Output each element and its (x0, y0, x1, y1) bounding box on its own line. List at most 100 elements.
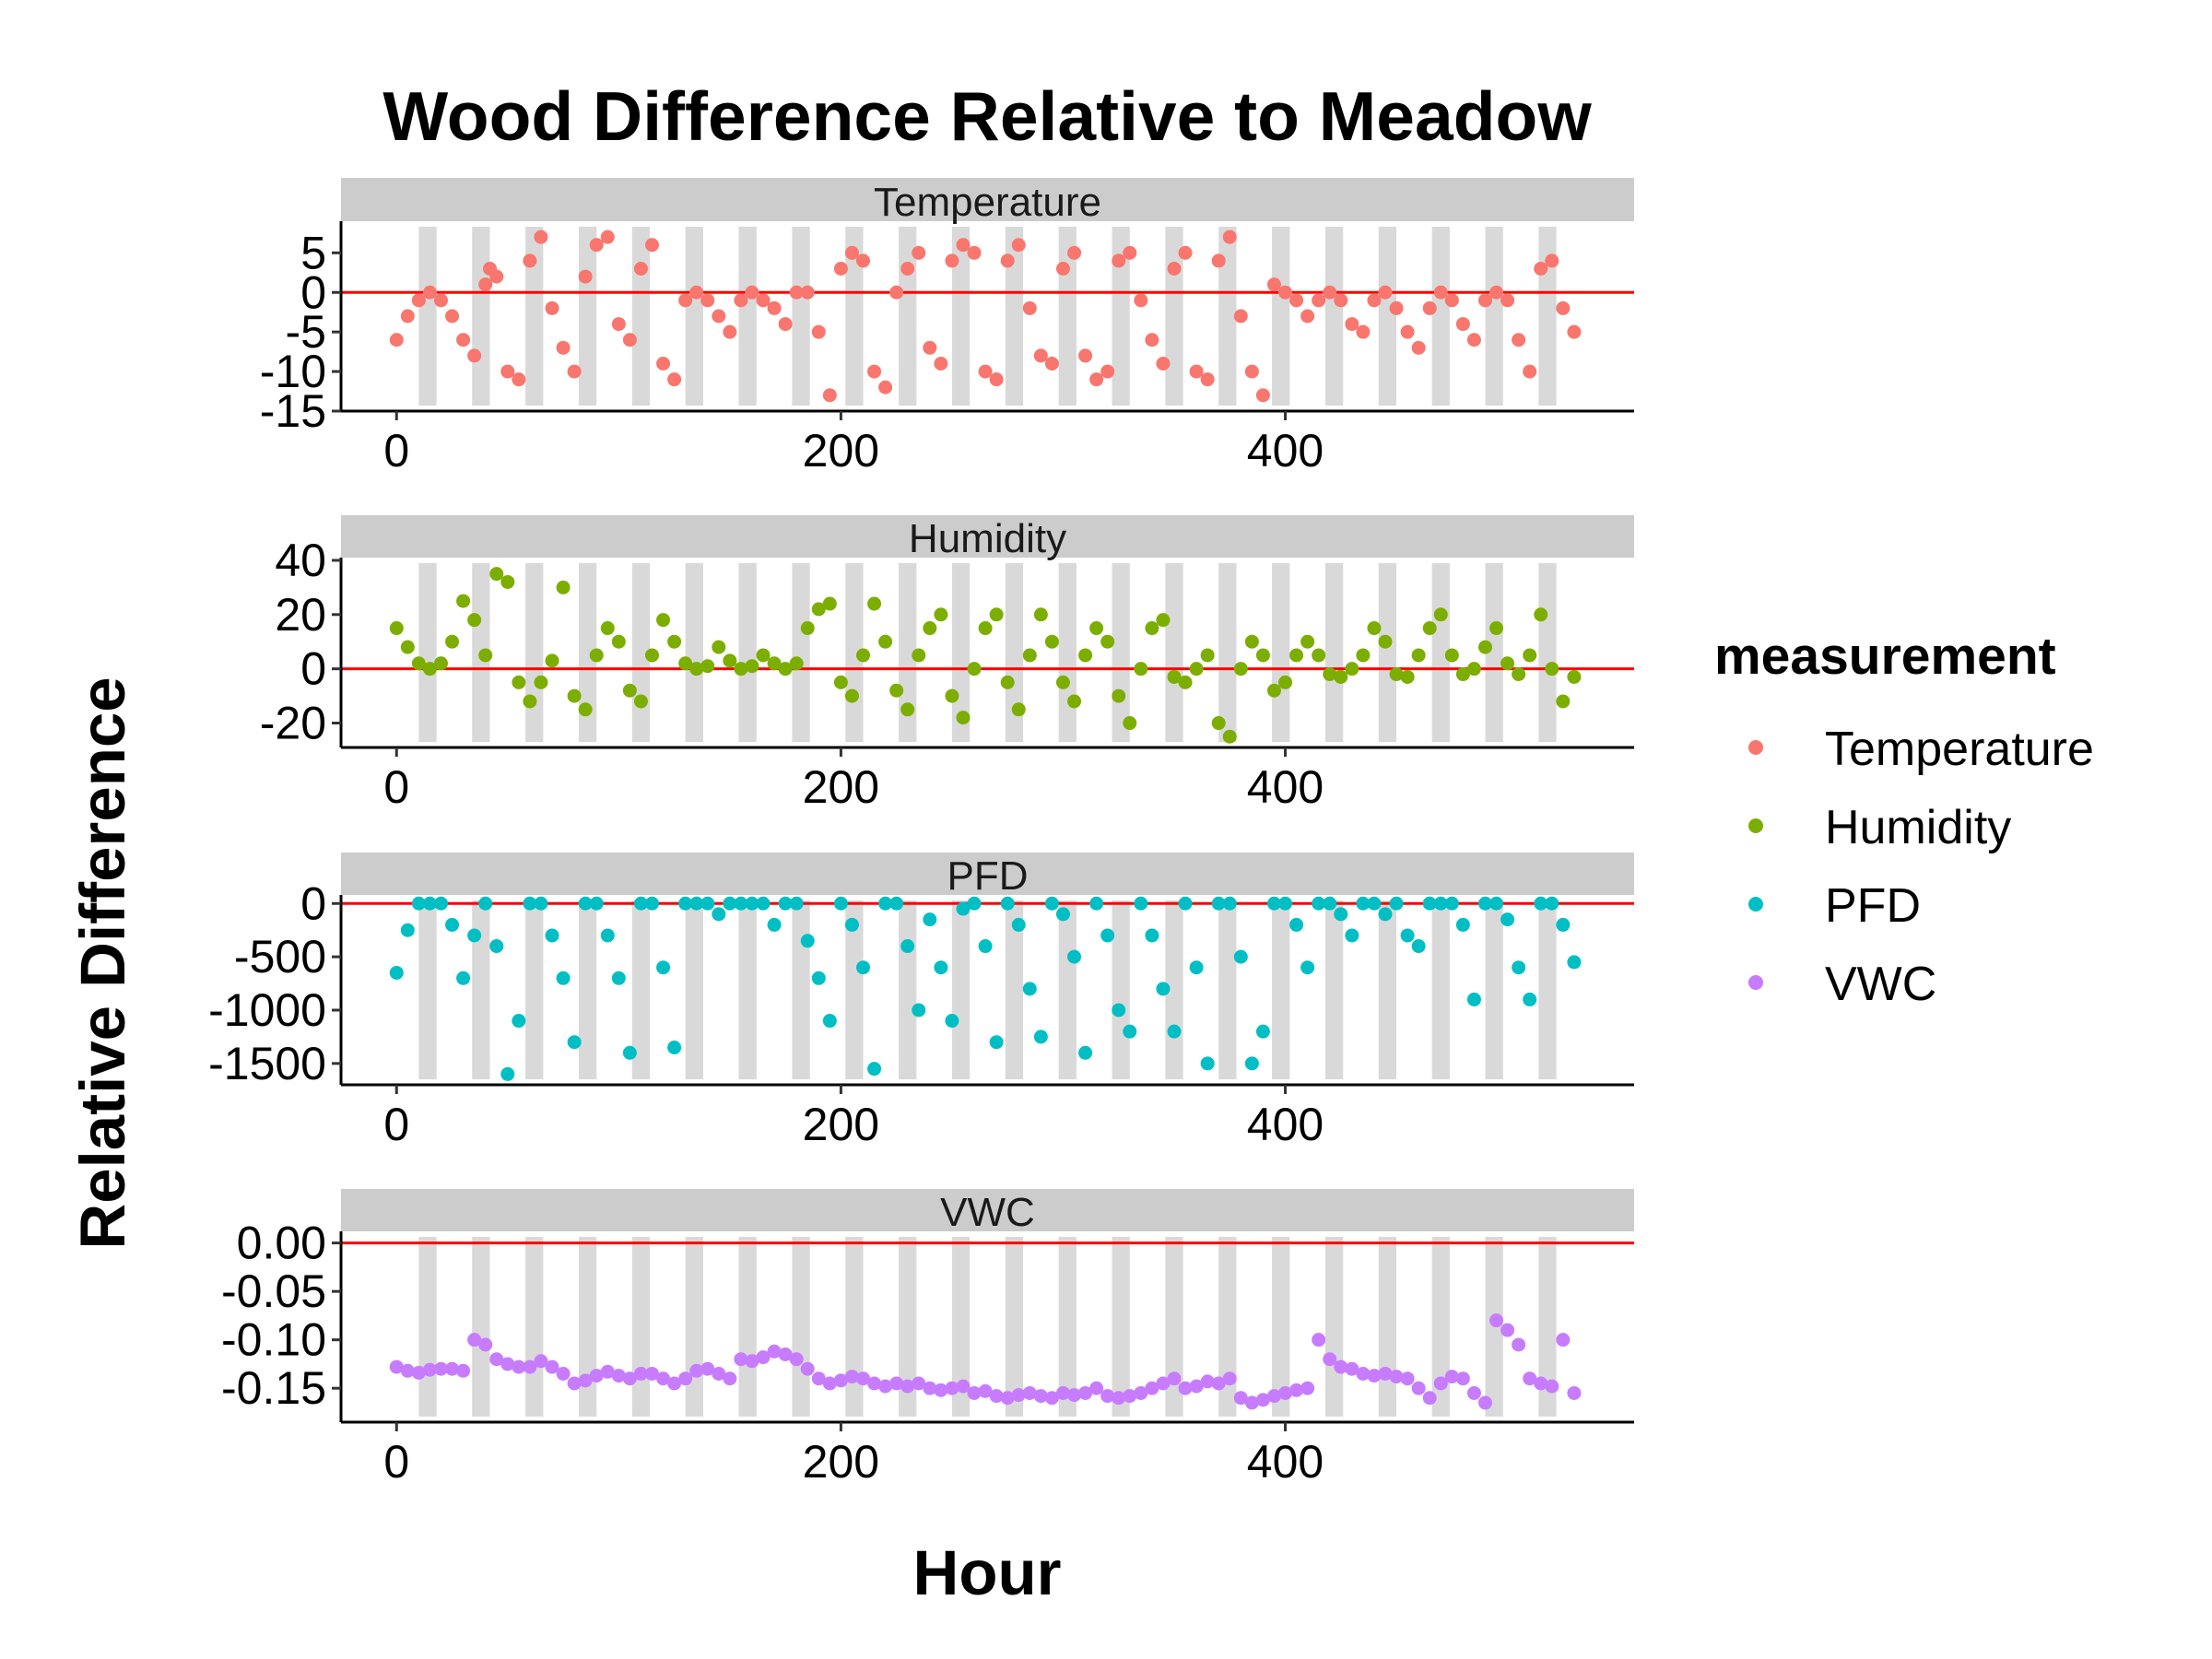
night-band (845, 900, 864, 1079)
data-point (889, 683, 904, 698)
data-point (633, 1366, 648, 1381)
data-point (1167, 1024, 1182, 1039)
data-point (1345, 317, 1359, 332)
data-point (811, 324, 826, 339)
data-point (1323, 1352, 1337, 1367)
data-point (756, 648, 771, 663)
data-point (523, 1359, 537, 1374)
data-point (1378, 1366, 1393, 1381)
y-tick-label: -0.10 (221, 1314, 326, 1366)
data-point (1356, 896, 1371, 911)
data-point (833, 262, 848, 276)
series-temperature (389, 229, 1582, 403)
night-band (1431, 900, 1450, 1079)
data-point (1422, 896, 1437, 911)
data-point (700, 293, 715, 308)
data-point (1411, 939, 1426, 954)
data-point (1033, 1389, 1048, 1404)
data-point (945, 688, 959, 703)
data-point (1466, 662, 1481, 677)
data-point (1156, 357, 1171, 371)
legend-item-humidity: Humidity (1748, 801, 2011, 854)
data-point (1244, 1056, 1259, 1071)
data-point (556, 340, 571, 355)
data-point (1123, 716, 1137, 731)
data-point (956, 1379, 971, 1394)
data-point (622, 683, 637, 698)
night-band (1005, 900, 1024, 1079)
data-point (1444, 648, 1459, 663)
night-band (1272, 563, 1290, 742)
night-band (738, 900, 757, 1079)
strip-label: VWC (940, 1190, 1035, 1235)
data-point (478, 277, 493, 292)
data-point (1022, 982, 1037, 996)
data-point (833, 896, 848, 911)
data-point (1334, 1359, 1348, 1374)
data-point (1345, 928, 1359, 943)
data-point (567, 688, 582, 703)
data-point (1033, 1030, 1048, 1044)
data-point (1422, 621, 1437, 636)
data-point (1134, 662, 1148, 677)
strip-label: Humidity (909, 516, 1066, 561)
night-band (1058, 1237, 1077, 1417)
night-bands (418, 1237, 1557, 1417)
data-point (734, 1352, 748, 1367)
data-point (489, 1352, 504, 1367)
data-point (1055, 675, 1070, 689)
data-point (411, 1365, 426, 1380)
data-point (1411, 1381, 1426, 1395)
legend-key (1748, 975, 1763, 990)
data-point (978, 939, 993, 954)
data-point (523, 896, 537, 911)
data-point (878, 1379, 893, 1394)
data-point (467, 1333, 482, 1347)
data-point (1400, 1371, 1415, 1386)
data-point (1134, 1385, 1148, 1400)
night-band (1538, 1237, 1557, 1417)
data-point (433, 896, 448, 911)
data-point (989, 1389, 1004, 1404)
data-point (1545, 662, 1559, 677)
data-point (644, 896, 659, 911)
data-point (1489, 896, 1504, 911)
data-point (767, 1344, 782, 1359)
night-band (1058, 900, 1077, 1079)
data-point (589, 648, 604, 663)
data-point (1466, 992, 1481, 1006)
data-point (1055, 262, 1070, 276)
night-band (578, 563, 597, 742)
night-band (1112, 227, 1130, 406)
data-point (1089, 621, 1104, 636)
night-band (1324, 227, 1344, 406)
data-point (756, 896, 771, 911)
night-band (899, 563, 917, 742)
data-point (523, 694, 537, 709)
x-tick-label: 200 (803, 761, 879, 813)
data-point (411, 896, 426, 911)
data-point (512, 675, 526, 689)
data-point (578, 896, 593, 911)
data-point (478, 648, 493, 663)
data-point (1534, 607, 1548, 622)
data-point (689, 662, 704, 677)
data-point (1300, 634, 1315, 649)
data-point (878, 380, 893, 394)
data-point (389, 1359, 404, 1374)
night-band (1431, 227, 1450, 406)
data-point (1189, 1379, 1204, 1394)
night-bands (418, 900, 1557, 1079)
data-point (1356, 648, 1371, 663)
data-point (1312, 896, 1326, 911)
data-point (445, 1361, 460, 1376)
legend: measurement Temperature Humidity PFD VWC (1714, 627, 2094, 1011)
data-point (833, 1373, 848, 1388)
night-band (1272, 227, 1290, 406)
data-point (1466, 1385, 1481, 1400)
data-point (1444, 293, 1459, 308)
data-point (1455, 1371, 1470, 1386)
data-point (1411, 648, 1426, 663)
